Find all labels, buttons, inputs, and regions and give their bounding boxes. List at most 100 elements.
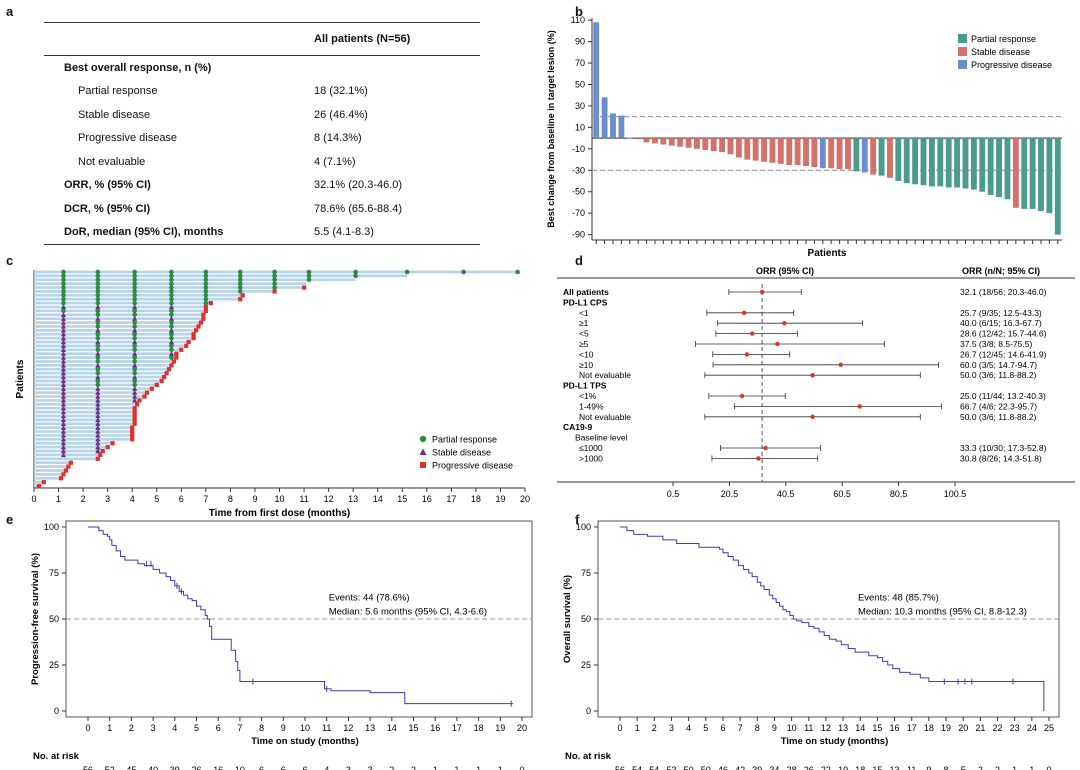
response-marker-partial <box>95 366 101 372</box>
x-tick-label: 4 <box>172 723 177 733</box>
response-marker-stable <box>60 366 67 372</box>
response-marker-partial <box>169 300 174 306</box>
response-marker-stable <box>95 421 101 426</box>
forest-row-value: 28.6 (12/42; 15.7-44.6) <box>960 329 1047 339</box>
response-marker-stable <box>95 440 101 446</box>
waterfall-bar <box>727 138 734 155</box>
waterfall-bar <box>845 138 851 170</box>
at-risk-count: 6 <box>302 765 307 770</box>
response-marker-progressive <box>164 371 169 376</box>
response-marker-stable <box>95 448 101 454</box>
response-marker-stable <box>60 413 67 419</box>
at-risk-count: 2 <box>411 765 416 770</box>
swimmer-bar <box>34 336 194 340</box>
waterfall-chart: 110 90 70 50 30 10 -10 -30 -50 -70 -90 Patients Best… <box>546 15 1062 259</box>
legend-marker-progressive <box>420 462 426 468</box>
response-marker-partial <box>132 382 137 388</box>
x-tick-label: 16 <box>422 494 432 504</box>
at-risk-count: 46 <box>718 765 728 770</box>
point-estimate <box>857 404 862 409</box>
panel-label-d: d <box>575 253 583 268</box>
point-estimate <box>759 289 765 295</box>
legend-label: Progressive disease <box>971 60 1052 70</box>
response-marker-progressive <box>174 355 179 360</box>
panel-label-f: f <box>575 512 580 527</box>
response-marker-stable <box>95 327 101 333</box>
x-tick-label: 22 <box>993 723 1003 733</box>
forest-row-value: 32.1 (18/56; 20.3-46.0) <box>960 287 1047 297</box>
response-marker-progressive <box>169 363 174 368</box>
response-marker-partial <box>203 300 209 306</box>
table-row-value: 5.5 (4.1-8.3) <box>314 220 480 245</box>
x-tick-label: 1 <box>107 723 112 733</box>
response-marker-partial <box>272 273 277 279</box>
x-tick-label: 9 <box>772 723 777 733</box>
waterfall-bar <box>752 138 759 161</box>
x-tick-label: 10 <box>274 494 284 504</box>
swimmer-bar <box>34 476 62 480</box>
response-marker-stable <box>168 316 175 321</box>
response-marker-partial <box>169 281 174 286</box>
x-tick-label: 16 <box>430 723 440 733</box>
response-marker-partial <box>306 277 312 283</box>
forest-row-value: 60.0 (3/5; 14.7-94.7) <box>960 360 1037 370</box>
table-row: ORR, % (95% CI) 32.1% (20.3-46.0) <box>44 174 480 198</box>
response-marker-partial <box>272 277 277 283</box>
x-tick-label: 3 <box>151 723 156 733</box>
response-marker-progressive <box>100 448 105 454</box>
response-marker-partial <box>132 335 137 341</box>
waterfall-bar <box>1021 138 1028 209</box>
at-risk-count: 4 <box>324 765 329 770</box>
x-tick-label: 17 <box>452 723 462 733</box>
response-marker-stable <box>60 378 67 384</box>
x-tick-label: 20 <box>520 494 530 504</box>
response-marker-partial <box>132 277 137 283</box>
response-marker-partial <box>61 273 66 279</box>
table-row-label: Stable disease <box>78 108 151 121</box>
response-marker-progressive <box>132 409 137 415</box>
swimmer-bar <box>34 430 133 433</box>
response-marker-partial <box>95 296 101 302</box>
at-risk-count: 26 <box>804 765 814 770</box>
response-marker-partial <box>203 273 209 279</box>
y-tick-label: 90 <box>575 37 585 47</box>
swimmer-bar <box>34 457 98 461</box>
forest-row-value: 25.7 (9/35; 12.5-43.3) <box>960 308 1042 318</box>
table-header-row: All patients (N=56) <box>44 22 480 56</box>
response-marker-partial <box>95 312 101 318</box>
at-risk-count: 39 <box>170 765 180 770</box>
response-marker-partial <box>61 277 66 283</box>
x-tick-label: 2 <box>652 723 657 733</box>
waterfall-bar <box>878 138 885 176</box>
response-marker-progressive <box>159 378 164 384</box>
waterfall-bar <box>912 138 919 185</box>
response-marker-stable <box>60 409 67 415</box>
response-marker-partial <box>95 343 101 349</box>
forest-row-label: PD-L1 CPS <box>563 297 608 307</box>
response-marker-partial <box>132 370 137 376</box>
y-tick-label: 50 <box>49 614 59 624</box>
x-tick-label: 10 <box>787 723 797 733</box>
at-risk-count: 3 <box>368 765 373 770</box>
response-marker-partial <box>95 359 101 364</box>
waterfall-bar <box>626 137 633 139</box>
response-marker-stable <box>95 374 101 380</box>
response-marker-progressive <box>98 452 103 458</box>
response-marker-partial <box>95 378 101 384</box>
response-marker-partial <box>95 281 101 286</box>
response-marker-partial <box>132 331 137 337</box>
x-tick-label: 8 <box>228 494 233 504</box>
forest-row-label: All patients <box>563 287 609 297</box>
response-marker-stable <box>60 343 67 349</box>
response-marker-stable <box>95 425 101 430</box>
response-marker-partial <box>515 269 520 275</box>
waterfall-bar <box>668 138 675 146</box>
forest-row-value: 37.5 (3/8; 8.5-75.5) <box>960 339 1032 349</box>
swimmer-bar <box>34 445 108 449</box>
point-estimate <box>775 341 780 347</box>
response-marker-progressive <box>105 445 110 450</box>
at-risk-count: 1 <box>454 765 459 770</box>
response-marker-stable <box>168 339 175 345</box>
response-marker-progressive <box>41 480 46 485</box>
legend-label: Progressive disease <box>432 461 513 471</box>
